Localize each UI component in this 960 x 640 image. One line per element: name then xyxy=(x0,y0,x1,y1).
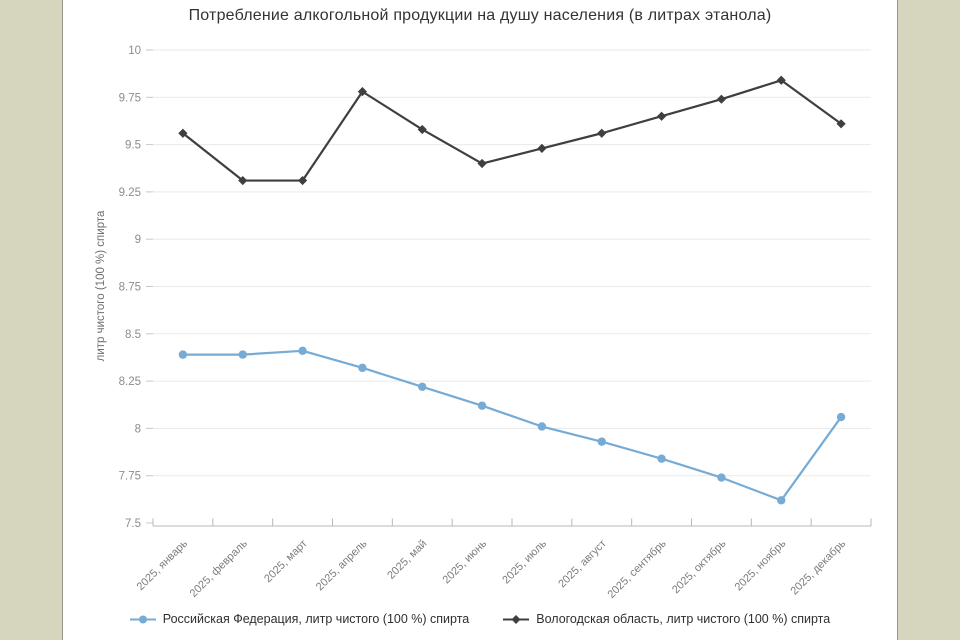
data-point-0-9[interactable] xyxy=(717,473,726,482)
data-point-0-11[interactable] xyxy=(836,412,846,422)
data-point-1-11[interactable] xyxy=(836,119,846,129)
y-axis-title: литр чистого (100 %) спирта xyxy=(95,210,107,362)
data-point-0-8[interactable] xyxy=(657,454,666,463)
legend-label-vologda: Вологодская область, литр чистого (100 %… xyxy=(536,612,831,626)
x-tick-label: 2025, январь xyxy=(135,537,191,593)
data-point-1-9[interactable] xyxy=(716,94,727,104)
x-tick-label: 2025, май xyxy=(385,538,429,582)
data-point-0-0[interactable] xyxy=(178,350,188,359)
y-tick-label: 8.5 xyxy=(125,329,141,341)
data-point-1-4[interactable] xyxy=(417,124,427,135)
data-point-0-7[interactable] xyxy=(597,437,606,446)
x-tick-label: 2025, август xyxy=(556,538,609,591)
x-tick-label: 2025, март xyxy=(262,538,310,586)
data-point-0-4[interactable] xyxy=(418,382,427,391)
legend-item-vologda[interactable]: Вологодская область, литр чистого (100 %… xyxy=(503,612,830,626)
data-point-1-10[interactable] xyxy=(776,75,786,85)
data-point-1-3[interactable] xyxy=(357,87,368,97)
data-point-1-5[interactable] xyxy=(477,158,487,169)
y-tick-label: 9.75 xyxy=(119,92,141,104)
data-point-1-8[interactable] xyxy=(656,111,667,121)
data-point-0-5[interactable] xyxy=(477,401,487,410)
y-tick-label: 9.25 xyxy=(119,187,141,199)
legend-label-russia: Российская Федерация, литр чистого (100 … xyxy=(162,612,470,626)
data-point-0-3[interactable] xyxy=(358,363,367,373)
y-tick-labels: 7.5 7.75 8 8.25 8.5 8.75 9 9.25 9.5 9.75 10 xyxy=(119,45,141,530)
y-tick-label: 8.25 xyxy=(119,376,141,388)
series-line-0 xyxy=(181,349,843,502)
line-diamond-marker-icon xyxy=(503,614,530,625)
chart-panel: Потребление алкогольной продукции на душ… xyxy=(62,0,898,640)
y-tick-label: 7.5 xyxy=(125,518,141,530)
x-tick-label: 2025, февраль xyxy=(188,537,250,599)
data-point-1-7[interactable] xyxy=(597,128,607,138)
y-tick-label: 8.75 xyxy=(119,282,141,294)
x-tick-label: 2025, октябрь xyxy=(670,537,729,596)
data-point-0-1[interactable] xyxy=(238,350,247,359)
y-tick-label: 8 xyxy=(135,423,141,435)
x-tick-label: 2025, июль xyxy=(500,537,549,586)
data-point-1-1[interactable] xyxy=(238,175,248,186)
data-point-1-0[interactable] xyxy=(178,128,188,138)
y-tick-label: 7.75 xyxy=(119,471,141,483)
y-tick-label: 10 xyxy=(128,45,141,57)
line-circle-marker-icon xyxy=(129,614,156,625)
series-1 xyxy=(178,75,846,186)
x-tick-label: 2025, июнь xyxy=(441,537,490,586)
y-tick-label: 9.5 xyxy=(125,140,141,152)
data-point-0-10[interactable] xyxy=(777,496,786,505)
chart-title: Потребление алкогольной продукции на душ… xyxy=(188,7,772,24)
x-tick-label: 2025, сентябрь xyxy=(605,537,668,600)
y-gridlines xyxy=(146,49,871,524)
x-tick-label: 2025, ноябрь xyxy=(733,537,789,593)
chart-legend: Российская Федерация, литр чистого (100 … xyxy=(63,612,897,626)
series-0 xyxy=(178,346,846,505)
data-point-0-2[interactable] xyxy=(298,346,307,356)
y-tick-label: 9 xyxy=(135,234,141,246)
legend-item-russia[interactable]: Российская Федерация, литр чистого (100 … xyxy=(129,612,470,626)
data-point-0-6[interactable] xyxy=(537,422,547,431)
x-tick-label: 2025, апрель xyxy=(314,537,370,593)
x-axis xyxy=(152,518,872,527)
x-tick-label: 2025, декабрь xyxy=(788,537,848,597)
chart-canvas: 7.5 7.75 8 8.25 8.5 8.75 9 9.25 9.5 9.75 10 2025, я… xyxy=(119,45,872,601)
series-line-1 xyxy=(181,79,843,182)
data-point-1-6[interactable] xyxy=(537,143,547,153)
